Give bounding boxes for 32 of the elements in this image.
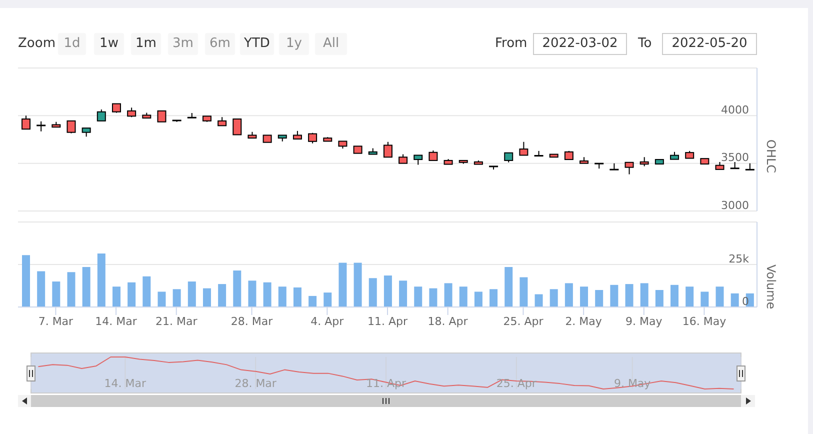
x-tick-label: 11. Apr: [367, 314, 408, 328]
y-axis-title: OHLC: [764, 140, 778, 174]
x-tick-label: 14. Mar: [95, 314, 138, 328]
y-axis-title: Volume: [764, 264, 778, 310]
x-tick-label: 16. May: [682, 314, 727, 328]
text: Zoom: [18, 35, 56, 53]
text: From: [495, 35, 528, 53]
range-button: 6m: [205, 33, 235, 55]
x-tick-label: 25. Apr: [503, 314, 544, 328]
x-tick-label: 9. May: [626, 314, 663, 328]
y-tick-label: 3500: [721, 151, 749, 164]
x-tick-label: 21. Mar: [155, 314, 198, 328]
x-tick-label: 28. Mar: [230, 314, 274, 328]
x-tick-label: 28. Mar: [234, 377, 277, 390]
range-button: All: [315, 33, 347, 55]
range-button: 3m: [168, 33, 198, 55]
date-field: 2022-05-20: [662, 33, 757, 55]
text: To: [638, 35, 652, 53]
range-button: 1m: [131, 33, 161, 55]
range-button: 1w: [94, 33, 124, 55]
range-button: 1y: [279, 33, 309, 55]
x-tick-label: 2. May: [565, 314, 602, 328]
x-tick-label: 7. Mar: [38, 314, 74, 328]
x-tick-label: 4. Apr: [310, 314, 344, 328]
y-tick-label: 3000: [721, 198, 749, 212]
x-tick-label: 18. Apr: [428, 314, 468, 328]
date-field: 2022-03-02: [533, 33, 627, 55]
y-tick-label: 25k: [728, 252, 750, 266]
range-button: YTD: [240, 33, 274, 55]
range-button: 1d: [58, 33, 86, 55]
x-tick-label: 14. Mar: [104, 377, 147, 390]
y-tick-label: 4000: [721, 104, 749, 117]
